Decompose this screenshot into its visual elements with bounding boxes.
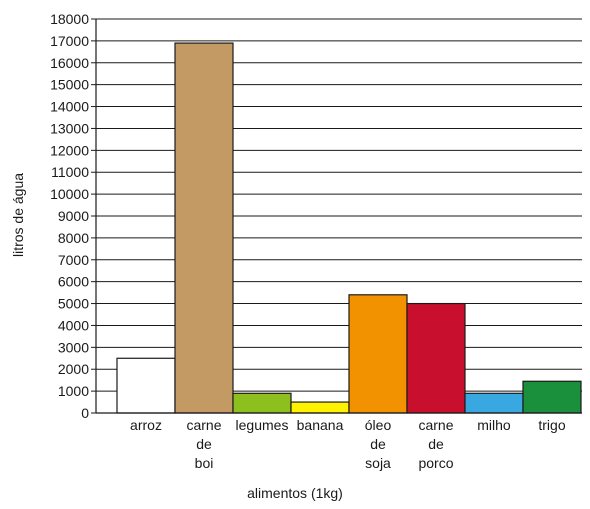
y-tick-label-9000: 9000 bbox=[58, 208, 89, 224]
y-tick-label-13000: 13000 bbox=[50, 120, 89, 136]
x-category-label-5-2: porco bbox=[418, 455, 453, 471]
y-tick-label-8000: 8000 bbox=[58, 230, 89, 246]
y-tick-label-10000: 10000 bbox=[50, 186, 89, 202]
y-tick-label-0: 0 bbox=[81, 405, 89, 421]
grid-layer bbox=[96, 18, 582, 392]
y-tick-label-18000: 18000 bbox=[50, 11, 89, 27]
x-axis-title: alimentos (1kg) bbox=[247, 485, 343, 501]
x-category-label-4-2: soja bbox=[365, 455, 391, 471]
x-category-label-1-1: de bbox=[196, 436, 212, 452]
bar-layer bbox=[116, 42, 582, 414]
y-tick-label-7000: 7000 bbox=[58, 252, 89, 268]
y-axis-title: litros de água bbox=[10, 173, 26, 257]
x-category-label-4-0: óleo bbox=[365, 417, 392, 433]
y-tick-label-1000: 1000 bbox=[58, 383, 89, 399]
x-category-label-5-1: de bbox=[428, 436, 444, 452]
x-category-label-1-2: boi bbox=[195, 455, 214, 471]
x-category-label-0-0: arroz bbox=[130, 417, 162, 433]
y-tick-label-5000: 5000 bbox=[58, 296, 89, 312]
bar-2 bbox=[232, 392, 292, 414]
x-category-label-5-0: carne bbox=[418, 417, 453, 433]
y-tick-label-15000: 15000 bbox=[50, 77, 89, 93]
bar-3 bbox=[290, 401, 350, 414]
y-tick-label-16000: 16000 bbox=[50, 55, 89, 71]
x-category-label-1-0: carne bbox=[186, 417, 221, 433]
bar-1 bbox=[174, 42, 234, 414]
label-layer: 0 1000 2000 3000 4000 5000 6000 7000 8000 9000 100… bbox=[50, 11, 566, 471]
x-category-label-2-0: legumes bbox=[236, 417, 289, 433]
bar-7 bbox=[522, 380, 582, 414]
bar-6 bbox=[464, 392, 524, 414]
bar-0 bbox=[116, 357, 176, 414]
x-category-label-4-1: de bbox=[370, 436, 386, 452]
y-tick-label-6000: 6000 bbox=[58, 274, 89, 290]
x-category-label-3-0: banana bbox=[297, 417, 344, 433]
y-tick-label-11000: 11000 bbox=[51, 164, 89, 180]
axis-layer bbox=[91, 18, 582, 414]
y-tick-label-12000: 12000 bbox=[50, 142, 89, 158]
bar-4 bbox=[348, 294, 408, 414]
y-tick-label-17000: 17000 bbox=[50, 33, 89, 49]
y-tick-label-4000: 4000 bbox=[58, 317, 89, 333]
x-category-label-7-0: trigo bbox=[538, 417, 565, 433]
y-tick-label-14000: 14000 bbox=[50, 99, 89, 115]
x-category-label-6-0: milho bbox=[477, 417, 511, 433]
y-tick-label-3000: 3000 bbox=[58, 339, 89, 355]
bar-5 bbox=[406, 302, 466, 414]
y-tick-label-2000: 2000 bbox=[58, 361, 89, 377]
